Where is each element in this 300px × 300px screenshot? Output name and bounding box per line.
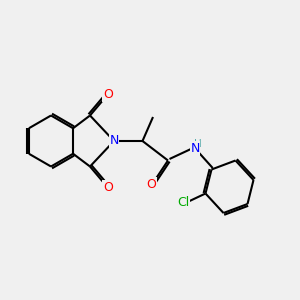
Text: Cl: Cl <box>177 196 189 209</box>
Text: N: N <box>190 142 200 155</box>
Text: N: N <box>109 134 119 148</box>
Text: O: O <box>103 181 113 194</box>
Text: H: H <box>194 139 201 149</box>
Text: O: O <box>147 178 156 191</box>
Text: O: O <box>103 88 113 101</box>
